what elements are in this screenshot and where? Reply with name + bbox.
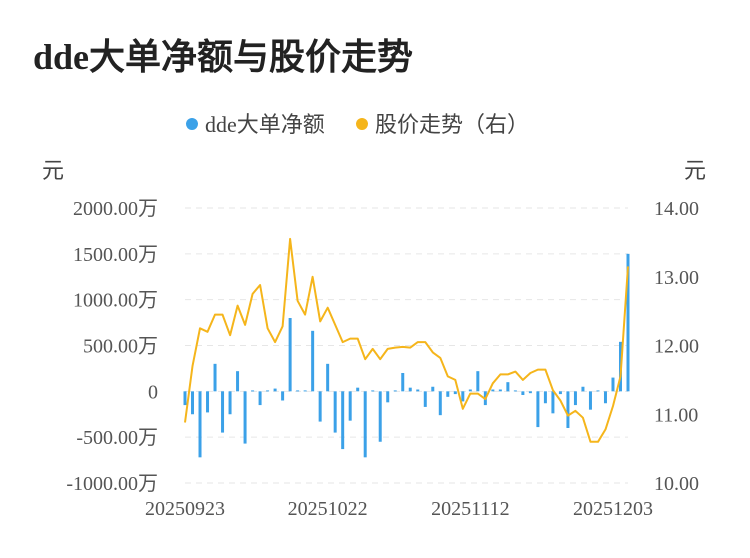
dde-bar <box>296 390 300 392</box>
right-tick-label: 11.00 <box>654 404 698 426</box>
x-axis-ticks: 20250923 20251022 20251112 20251203 <box>145 498 653 520</box>
dde-bar <box>311 330 315 392</box>
right-tick-label: 12.00 <box>654 336 699 358</box>
dde-bar <box>258 391 262 406</box>
dde-bar <box>393 390 397 392</box>
dde-bar <box>341 391 345 450</box>
dde-bar <box>378 391 382 442</box>
dde-bar <box>536 391 540 428</box>
dde-bar <box>626 253 630 392</box>
dde-bar <box>386 391 390 403</box>
dde-bar <box>416 389 420 392</box>
left-tick-label: -500.00万 <box>76 427 158 449</box>
dde-bar <box>213 363 217 392</box>
right-tick-label: 14.00 <box>654 198 699 220</box>
legend: dde大单净额 股价走势（右） <box>186 112 529 137</box>
left-tick-label: 500.00万 <box>83 336 158 358</box>
dde-bar <box>431 386 435 392</box>
dde-bar <box>326 363 330 392</box>
left-axis-unit: 元 <box>42 158 64 183</box>
dde-bar <box>543 391 547 404</box>
left-tick-label: 2000.00万 <box>73 198 158 220</box>
dde-bar <box>401 373 405 392</box>
dde-bar <box>423 391 427 407</box>
dde-bars <box>183 253 630 458</box>
dde-bar <box>303 390 307 392</box>
dde-bar <box>198 391 202 458</box>
legend-label-1: 股价走势（右） <box>375 112 529 137</box>
dde-bar <box>461 391 465 402</box>
dde-bar <box>476 371 480 392</box>
legend-marker-1 <box>356 118 368 130</box>
x-tick-label: 20251112 <box>431 498 510 520</box>
dde-bar <box>611 377 615 392</box>
dde-bar <box>236 371 240 392</box>
dde-bar <box>281 391 285 401</box>
left-tick-label: 1500.00万 <box>73 244 158 266</box>
dde-bar <box>251 390 255 392</box>
dde-bar <box>596 390 600 392</box>
dde-bar <box>228 391 232 415</box>
dde-bar <box>513 390 517 392</box>
dde-bar <box>348 391 352 421</box>
gridlines <box>185 207 628 484</box>
dde-bar <box>558 391 562 395</box>
dde-bar <box>551 391 555 414</box>
dde-bar <box>288 318 292 392</box>
dde-bar <box>491 389 495 392</box>
right-tick-label: 13.00 <box>654 267 699 289</box>
left-axis-ticks: 2000.00万 1500.00万 1000.00万 500.00万 0 -500.00万… <box>66 198 158 495</box>
left-tick-label: 0 <box>148 381 158 403</box>
price-line <box>184 237 629 443</box>
dde-bar <box>566 391 570 428</box>
x-tick-label: 20250923 <box>145 498 225 520</box>
x-tick-label: 20251022 <box>288 498 368 520</box>
right-axis-ticks: 14.00 13.00 12.00 11.00 10.00 <box>654 198 699 495</box>
dde-bar <box>221 391 225 433</box>
axis-units: 元元 <box>42 158 706 183</box>
dde-bar <box>183 391 187 406</box>
legend-marker-0 <box>186 118 198 130</box>
dde-bar <box>371 390 375 392</box>
dde-bar <box>603 391 607 404</box>
chart-title: dde大单净额与股价走势 <box>33 37 414 77</box>
dde-bar <box>588 391 592 410</box>
left-tick-label: -1000.00万 <box>66 473 158 495</box>
dde-bar <box>333 391 337 433</box>
dde-bar <box>506 382 510 392</box>
right-axis-unit: 元 <box>684 158 706 183</box>
dde-bar <box>573 391 577 406</box>
x-tick-label: 20251203 <box>573 498 653 520</box>
dde-bar <box>266 390 270 392</box>
left-tick-label: 1000.00万 <box>73 290 158 312</box>
right-tick-label: 10.00 <box>654 473 699 495</box>
dde-bar <box>191 391 195 415</box>
dde-bar <box>581 386 585 392</box>
dde-bar <box>446 391 450 397</box>
dde-bar <box>468 389 472 392</box>
dde-bar <box>453 391 457 395</box>
legend-label-0: dde大单净额 <box>205 112 325 137</box>
dde-bar <box>318 391 322 422</box>
dde-bar <box>521 391 525 395</box>
dde-bar <box>243 391 247 444</box>
dde-bar <box>273 388 277 392</box>
dde-bar <box>408 387 412 392</box>
dde-bar <box>356 387 360 392</box>
dde-bar <box>438 391 442 416</box>
dde-bar <box>206 391 210 413</box>
dde-bar <box>528 391 532 394</box>
dde-bar <box>363 391 367 458</box>
dde-bar <box>498 389 502 392</box>
price-line-path <box>184 237 629 443</box>
